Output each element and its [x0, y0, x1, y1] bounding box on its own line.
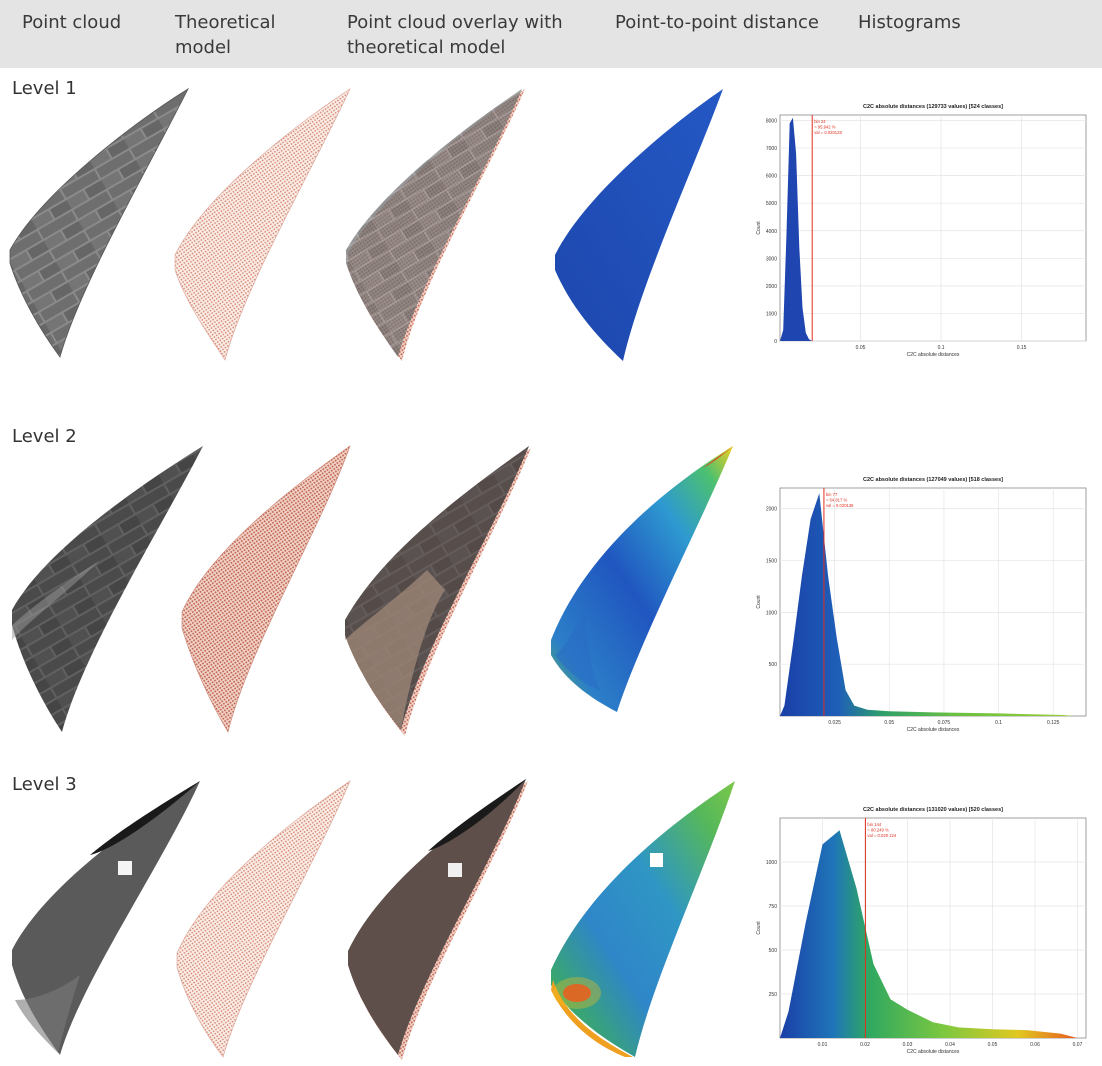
threshold-marker-label: bin 77 [826, 492, 838, 497]
x-tick-label: 0.06 [1030, 1042, 1040, 1048]
y-tick-label: 7000 [766, 146, 777, 152]
y-tick-label: 500 [769, 662, 778, 668]
y-tick-label: 2000 [766, 507, 777, 513]
level-2-histogram: 500 1000 1500 2000 0.025 0.05 0.075 0.1 0.125 bin… [756, 477, 1087, 733]
y-tick-label: 3000 [766, 256, 777, 262]
y-axis-label: Count [756, 221, 762, 235]
x-axis-label: C2C absolute distances [907, 352, 960, 358]
y-tick-label: 500 [769, 948, 778, 954]
x-tick-label: 0.05 [988, 1042, 998, 1048]
column-title-distance: Point-to-point distance [615, 12, 819, 33]
y-tick-label: 6000 [766, 174, 777, 180]
x-tick-label: 0.02 [860, 1042, 870, 1048]
x-tick-label: 0.05 [884, 720, 894, 726]
y-tick-label: 8000 [766, 119, 777, 125]
level-3-theoretical-model [176, 780, 351, 1058]
y-tick-label: 1000 [766, 610, 777, 616]
level-3-distance-map [551, 781, 735, 1057]
threshold-marker-label: bin 144 [867, 822, 881, 827]
histogram-distribution [780, 830, 1078, 1038]
y-tick-label: 250 [769, 992, 778, 998]
threshold-marker-label: val = 0.020136 [826, 503, 854, 508]
x-tick-label: 0.15 [1017, 345, 1027, 351]
level-1-label: Level 1 [12, 78, 77, 99]
y-tick-label: 5000 [766, 201, 777, 207]
y-axis-label: Count [756, 921, 762, 935]
x-tick-label: 0.1 [938, 345, 945, 351]
column-title-histograms: Histograms [858, 12, 961, 33]
histogram-distribution [780, 117, 813, 341]
y-tick-label: 1000 [766, 311, 777, 317]
threshold-marker-label: = 95.942 % [814, 125, 836, 130]
level-1-point-cloud [9, 87, 189, 358]
level-3-white-marker [118, 861, 132, 875]
x-tick-label: 0.05 [856, 345, 866, 351]
y-tick-label: 2000 [766, 284, 777, 290]
level-3-label: Level 3 [12, 774, 77, 795]
level-1-histogram: 0 1000 2000 3000 4000 5000 6000 7000 8000 0.05 0.1… [756, 104, 1087, 358]
x-tick-label: 0.03 [903, 1042, 913, 1048]
level-3-point-cloud [12, 781, 200, 1055]
y-tick-label: 750 [769, 904, 778, 910]
histogram-frame [779, 114, 1087, 342]
x-tick-label: 0.07 [1073, 1042, 1083, 1048]
level-3-overlay-marker [448, 863, 462, 877]
level-1-distance-map [555, 89, 723, 361]
level-3-distance-marker [650, 853, 663, 867]
x-tick-label: 0.04 [945, 1042, 955, 1048]
column-header-bar: Point cloud Theoretical model Point clou… [0, 0, 1102, 68]
threshold-marker-label: val = 0.020 124 [867, 833, 896, 838]
level-2-distance-map [551, 446, 733, 712]
threshold-marker-label: bin 24 [814, 119, 826, 124]
x-tick-label: 0.1 [995, 720, 1002, 726]
x-tick-label: 0.125 [1047, 720, 1060, 726]
level-2-label: Level 2 [12, 426, 77, 447]
histogram-distribution [780, 493, 1073, 716]
column-title-overlay: Point cloud overlay with theoretical mod… [347, 12, 563, 58]
threshold-marker-label: = 80.249 % [867, 828, 889, 833]
histogram-title: C2C absolute distances (127049 values) [… [863, 477, 1003, 483]
x-tick-label: 0.075 [938, 720, 951, 726]
column-title-theoretical-model: Theoretical model [175, 12, 276, 58]
level-1-overlay [346, 89, 525, 361]
level-3-overlay [348, 779, 528, 1060]
x-axis-label: C2C absolute distances [907, 1049, 960, 1055]
x-tick-label: 0.01 [818, 1042, 828, 1048]
x-axis-label: C2C absolute distances [907, 727, 960, 733]
threshold-marker-label: = 64.817 % [826, 498, 848, 503]
histogram-title: C2C absolute distances (129733 values) [… [863, 104, 1003, 110]
level-2-theoretical-model [181, 445, 351, 733]
y-tick-label: 1500 [766, 559, 777, 565]
y-tick-label: 4000 [766, 229, 777, 235]
level-2-overlay [345, 446, 531, 736]
x-tick-label: 0.025 [828, 720, 841, 726]
level-3-histogram: 250 500 750 1000 0.01 0.02 0.03 0.04 0.05 0.06 0.0… [756, 807, 1087, 1055]
level-1-theoretical-model [174, 88, 351, 361]
level-3-hotspot [563, 984, 591, 1002]
y-axis-label: Count [756, 595, 762, 609]
y-tick-label: 0 [774, 339, 777, 345]
column-title-point-cloud: Point cloud [22, 12, 122, 33]
y-tick-label: 1000 [766, 860, 777, 866]
histogram-title: C2C absolute distances (131020 values) [… [863, 807, 1003, 813]
level-2-point-cloud [12, 446, 203, 732]
threshold-marker-label: val = 0.020128 [814, 130, 842, 135]
